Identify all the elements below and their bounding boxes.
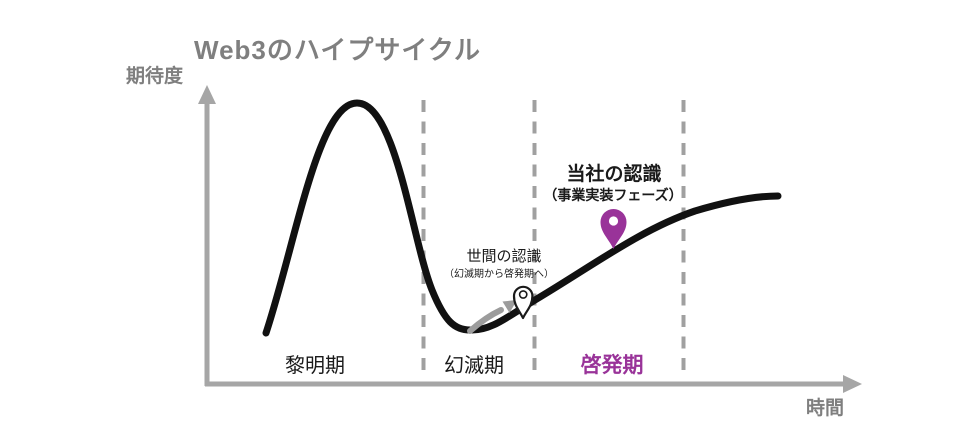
phase-label-disillusionment: 幻滅期 <box>444 355 504 377</box>
company-perception-pin-icon <box>600 209 627 249</box>
public-perception-pin-icon <box>512 285 534 320</box>
company-perception-title: 当社の認識 <box>566 164 662 185</box>
y-axis-label: 期待度 <box>126 66 184 87</box>
public-perception-subtitle: （幻滅期から啓発期へ） <box>444 269 554 280</box>
x-axis-arrow-icon <box>843 375 862 393</box>
chart-title: Web3のハイプサイクル <box>194 35 482 65</box>
public-perception-title: 世間の認識 <box>466 248 542 265</box>
company-perception-subtitle: （事業実装フェーズ） <box>543 187 683 203</box>
pointer-arrow-icon <box>467 307 504 334</box>
phase-label-enlightenment: 啓発期 <box>580 354 644 377</box>
y-axis-arrow-icon <box>198 85 216 104</box>
pointer-arrowhead-icon <box>502 300 517 313</box>
x-axis-label: 時間 <box>806 398 845 419</box>
hype-curve <box>262 99 782 337</box>
phase-label-dawn: 黎明期 <box>285 355 345 377</box>
